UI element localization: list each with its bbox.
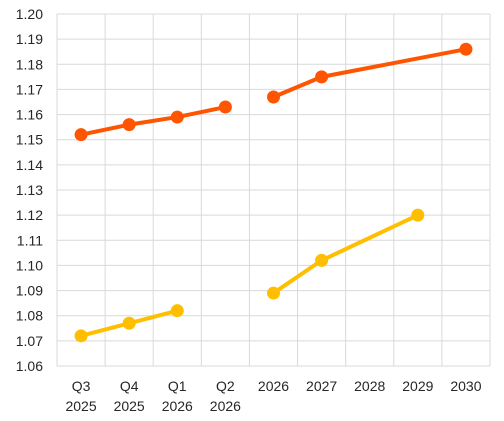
x-axis-ticks: Q3 2025 Q4 2025 Q1 2026 Q2 2026 2026 2027 2028 2029… [65,378,481,414]
y-tick-label: 1.19 [16,31,43,47]
y-axis-ticks: 1.06 1.07 1.08 1.09 1.10 1.11 1.12 1.13 1.14 1.15… [16,6,43,374]
data-point [267,90,280,104]
data-point [315,253,329,267]
y-tick-label: 1.07 [16,333,43,349]
data-point [315,70,329,84]
x-tick-label: 2026 [162,398,193,414]
x-tick-label: Q3 [72,378,91,394]
x-tick-label: Q2 [216,378,235,394]
y-tick-label: 1.17 [16,81,43,97]
series-2 [74,208,425,343]
data-point [170,110,184,124]
y-tick-label: 1.10 [16,257,43,273]
y-tick-label: 1.09 [16,283,43,299]
data-point [459,42,473,56]
data-point [218,100,232,114]
y-tick-label: 1.20 [16,6,43,22]
y-tick-label: 1.12 [16,207,43,223]
data-point [411,208,425,222]
x-tick-label: 2029 [402,378,433,394]
x-tick-label: 2027 [306,378,337,394]
data-point [74,329,88,343]
y-tick-label: 1.16 [16,107,43,123]
y-tick-label: 1.18 [16,56,43,72]
data-point [74,128,88,142]
x-tick-label: 2025 [65,398,96,414]
x-tick-label: 2030 [450,378,481,394]
y-tick-label: 1.14 [16,157,43,173]
data-point [267,286,280,300]
series-line [79,105,228,137]
y-tick-label: 1.11 [17,232,43,248]
y-tick-label: 1.08 [16,308,43,324]
y-tick-label: 1.15 [16,132,43,148]
y-tick-label: 1.06 [16,358,43,374]
series-group [74,42,473,343]
x-tick-label: 2028 [354,378,385,394]
x-tick-label: 2026 [210,398,241,414]
x-tick-label: Q4 [120,378,139,394]
x-tick-label: Q1 [168,378,187,394]
data-point [122,316,136,330]
data-point [122,118,136,132]
y-tick-label: 1.13 [16,182,43,198]
series-1 [74,42,473,142]
x-tick-label: 2025 [114,398,145,414]
grid [56,13,491,367]
data-point [170,304,184,318]
x-tick-label: 2026 [258,378,289,394]
